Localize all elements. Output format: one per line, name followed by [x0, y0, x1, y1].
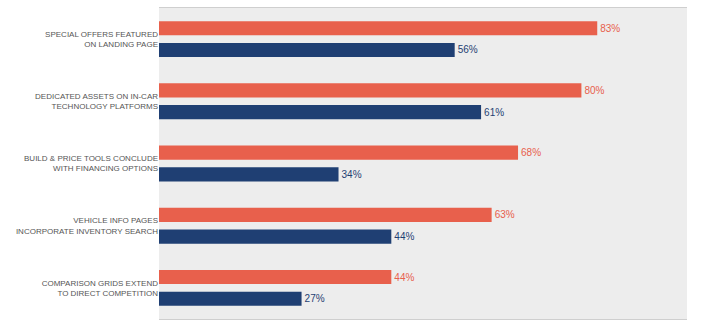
- svg-text:83%: 83%: [600, 23, 620, 34]
- svg-text:27%: 27%: [305, 293, 325, 304]
- svg-text:34%: 34%: [342, 169, 362, 180]
- svg-text:80%: 80%: [584, 85, 604, 96]
- svg-text:63%: 63%: [495, 209, 515, 220]
- svg-text:61%: 61%: [484, 107, 504, 118]
- svg-text:DEDICATED ASSETS ON IN-CARTECH: DEDICATED ASSETS ON IN-CARTECHNOLOGY PLA…: [35, 92, 158, 111]
- svg-text:VEHICLE INFO PAGESINCORPORATE: VEHICLE INFO PAGESINCORPORATE INVENTORY …: [16, 216, 158, 235]
- svg-text:44%: 44%: [394, 231, 414, 242]
- svg-text:SPECIAL OFFERS FEATUREDON LAND: SPECIAL OFFERS FEATUREDON LANDING PAGE: [45, 30, 158, 49]
- svg-text:COMPARISON GRIDS EXTENDTO DIRE: COMPARISON GRIDS EXTENDTO DIRECT COMPETI…: [42, 278, 159, 297]
- svg-text:56%: 56%: [458, 44, 478, 55]
- svg-text:BUILD & PRICE TOOLS CONCLUDEWI: BUILD & PRICE TOOLS CONCLUDEWITH FINANCI…: [24, 154, 158, 173]
- svg-text:68%: 68%: [521, 147, 541, 158]
- svg-text:44%: 44%: [394, 272, 414, 283]
